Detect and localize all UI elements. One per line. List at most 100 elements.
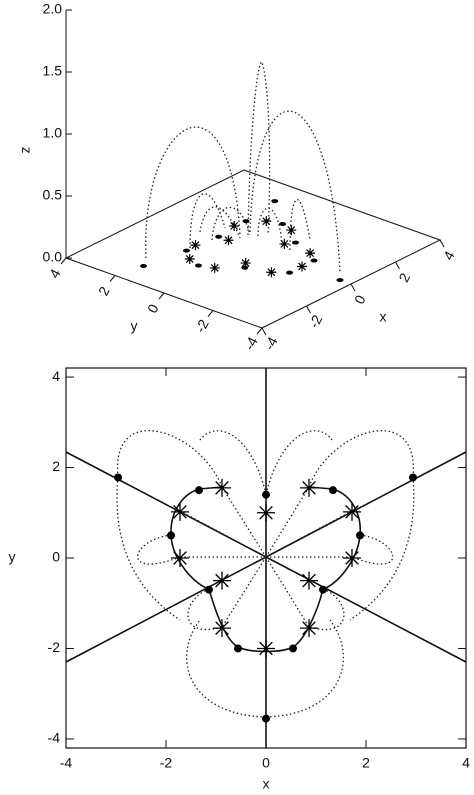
star (343, 502, 361, 521)
x-tick-label: 2 (395, 270, 413, 285)
star (213, 571, 231, 590)
y-tick-label: -2 (48, 639, 61, 655)
star-3d (184, 253, 195, 264)
star-3d (240, 258, 251, 269)
null-point (289, 644, 297, 653)
spine (265, 556, 467, 663)
spine (65, 556, 267, 663)
null-point-3d (279, 221, 287, 226)
field-line (211, 206, 251, 241)
null-point (262, 714, 270, 723)
x-tick-label: 4 (440, 248, 458, 263)
star (213, 478, 231, 497)
null-point-3d (242, 219, 250, 224)
star-3d (190, 240, 201, 251)
spine (265, 451, 467, 558)
star-3d (297, 261, 307, 272)
star (213, 619, 231, 638)
star-3d (305, 248, 316, 259)
y-tick-label: 2 (95, 284, 113, 299)
z-axis-label: z (17, 147, 33, 154)
null-point (205, 585, 213, 594)
null-point-3d (271, 199, 279, 204)
star-3d (261, 216, 272, 227)
x-tick-label: 0 (351, 292, 369, 307)
field-line (179, 486, 353, 651)
star (171, 502, 189, 521)
null-point (409, 473, 417, 482)
y-tick (158, 292, 165, 300)
star (171, 549, 189, 567)
null-point (262, 490, 270, 499)
null-point-3d (215, 234, 223, 239)
star-3d (229, 220, 240, 231)
x-tick-label: 0 (262, 755, 270, 771)
null-point (356, 531, 364, 540)
z-tick-label: 1.0 (43, 125, 63, 141)
x-tick-label: -4 (60, 755, 73, 771)
null-point-3d (140, 263, 148, 268)
x-axis-label: x (380, 309, 387, 325)
y-tick-label: 4 (46, 266, 64, 281)
y-tick (207, 310, 214, 317)
star-3d (209, 262, 220, 273)
y-tick-label: 0 (144, 301, 162, 316)
x-tick-label: 4 (462, 755, 470, 771)
star-3d (223, 235, 234, 246)
star (300, 571, 318, 590)
x-tick (261, 327, 267, 336)
null-point-3d (286, 270, 294, 275)
y-tick-label: 2 (52, 458, 60, 474)
star (257, 503, 275, 522)
x-tick-label: -2 (305, 312, 325, 331)
field-lines-3d (145, 61, 341, 273)
star-3d (286, 225, 297, 236)
star (300, 619, 318, 638)
z-tick-label: 2.0 (43, 1, 63, 17)
x-tick-label: -2 (160, 755, 173, 771)
null-point-3d (292, 240, 300, 245)
null-point-3d (310, 258, 318, 263)
x-tick (350, 283, 356, 292)
x-axis-label: x (263, 776, 270, 792)
spine (65, 451, 267, 558)
star-3d (266, 267, 277, 278)
null-point-3d (182, 248, 190, 253)
x-tick-label: -4 (261, 334, 281, 353)
null-point-3d (336, 278, 344, 283)
y-tick-label: -2 (192, 316, 212, 335)
x-tick (306, 305, 311, 314)
y-tick (60, 257, 67, 265)
star (257, 639, 275, 658)
x-tick-label: 2 (362, 755, 370, 771)
star (343, 549, 361, 567)
null-point (167, 531, 175, 540)
field-line (249, 110, 341, 273)
null-point (234, 644, 242, 653)
y-tick (109, 275, 116, 282)
y-tick-label: 0 (52, 549, 60, 565)
base-plane (64, 169, 442, 329)
y-axis-label: y (9, 549, 16, 565)
y-tick-label: -4 (241, 334, 261, 353)
field-line (189, 193, 226, 249)
x-tick (439, 239, 445, 248)
null-point (114, 473, 122, 482)
z-tick-label: 1.5 (43, 63, 63, 79)
x-tick (395, 261, 400, 270)
null-point (329, 486, 337, 495)
star-3d (279, 238, 290, 249)
y-tick (256, 327, 263, 335)
field-line (145, 126, 241, 259)
y-tick-label: -4 (48, 730, 61, 746)
field-line (247, 61, 271, 236)
z-tick-label: 0.5 (43, 187, 63, 203)
null-point (319, 585, 327, 594)
null-point-3d (241, 265, 249, 270)
null-point (195, 486, 203, 495)
null-point-3d (194, 263, 202, 268)
star (300, 478, 318, 497)
field-lines-2d (65, 368, 467, 748)
